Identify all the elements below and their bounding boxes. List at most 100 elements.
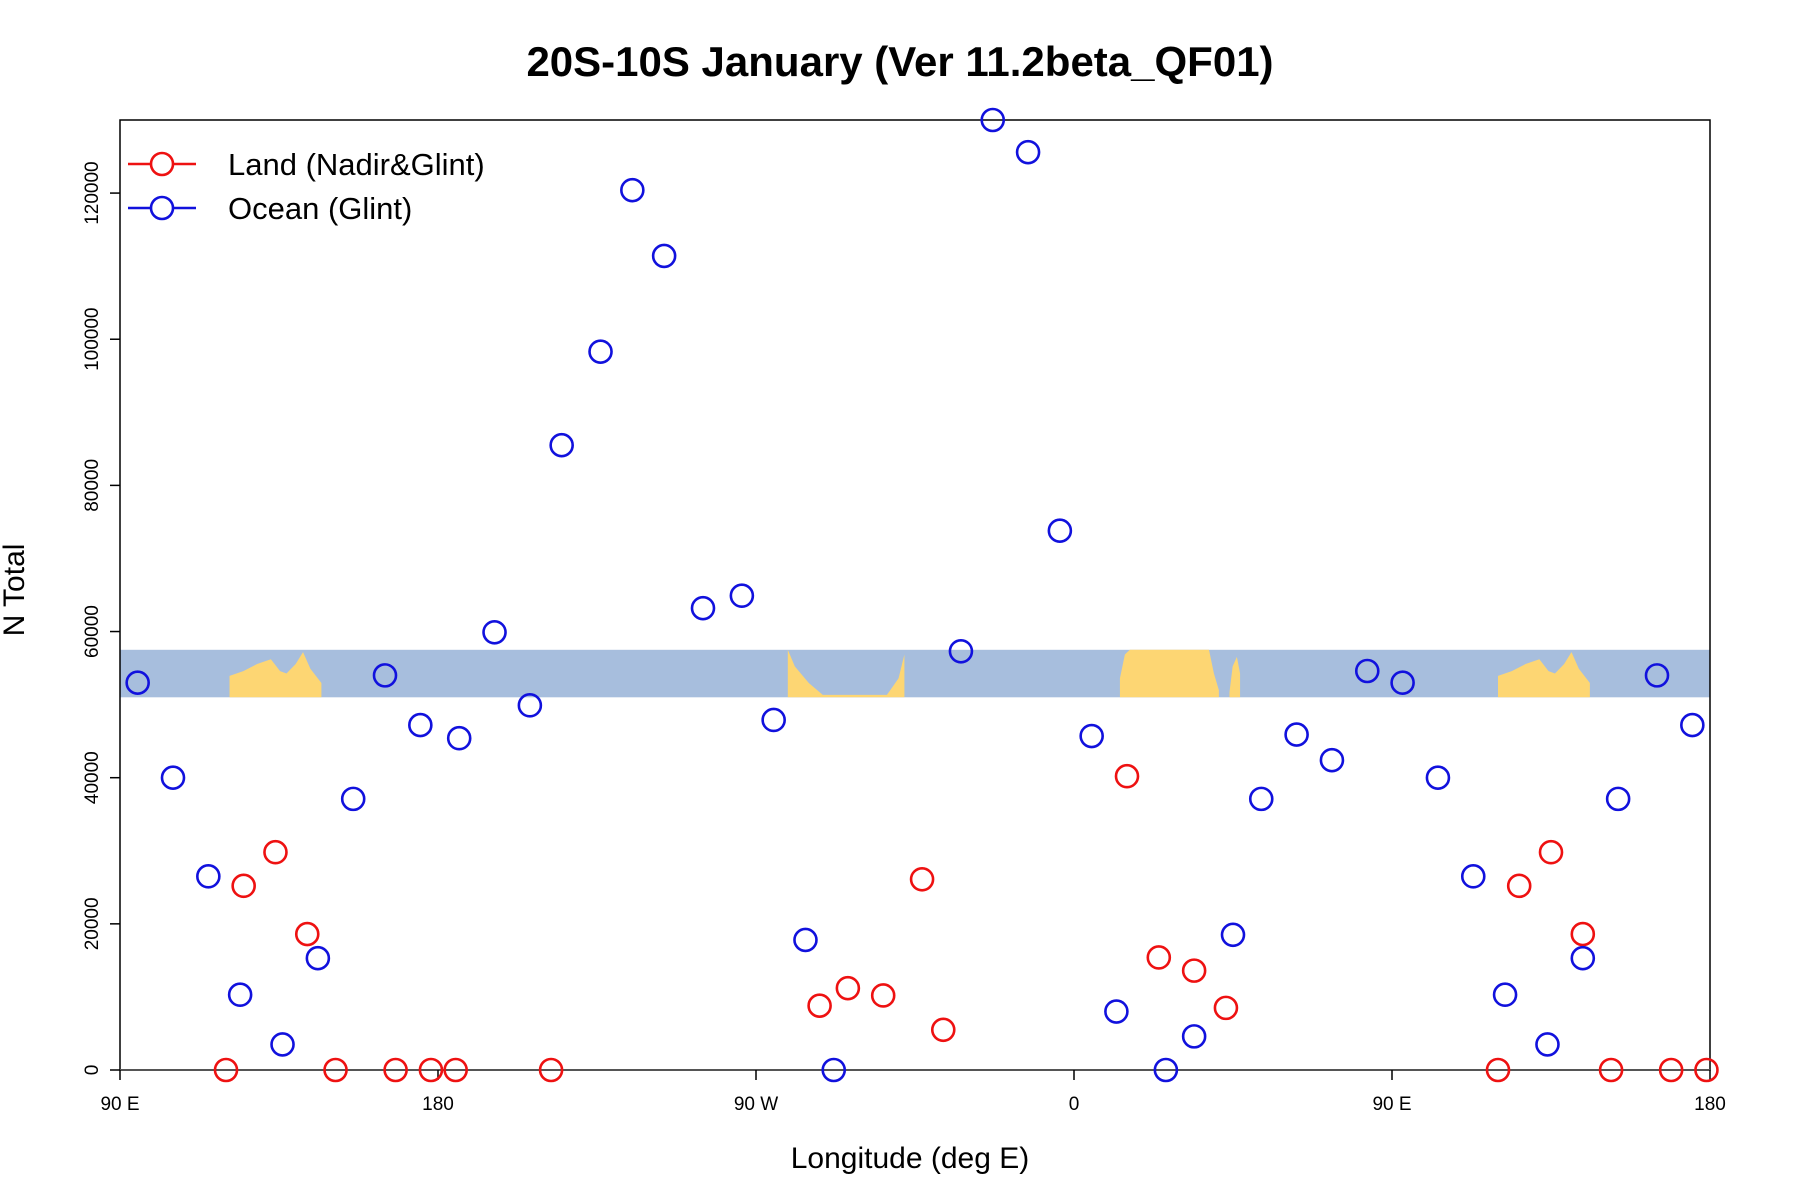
- land-shape: [787, 649, 905, 698]
- land-shape: [1498, 652, 1590, 698]
- land-point: [538, 1057, 564, 1083]
- land-point: [443, 1057, 468, 1083]
- land-point: [909, 866, 935, 892]
- ocean-point: [1153, 1057, 1179, 1083]
- ocean-point: [1570, 945, 1596, 971]
- ocean-point: [793, 927, 818, 953]
- land-shape: [1229, 656, 1241, 698]
- land-point: [1146, 945, 1172, 970]
- ocean-point: [1220, 922, 1246, 948]
- x-tick-label: 180: [1694, 1094, 1726, 1115]
- ocean-point: [948, 638, 974, 664]
- y-tick-label: 80000: [82, 459, 103, 512]
- y-axis: 0 20000 40000 60000 80000 100000 120000: [82, 161, 120, 1075]
- land-shape: [1119, 649, 1219, 698]
- ocean-point: [1390, 670, 1415, 695]
- ocean-point: [227, 982, 253, 1008]
- plot-frame: [119, 119, 1711, 1071]
- land-point: [1485, 1057, 1511, 1083]
- ocean-point: [588, 339, 613, 364]
- land-point: [1506, 873, 1532, 899]
- y-tick-label: 60000: [82, 605, 103, 658]
- ocean-point: [482, 619, 507, 645]
- ocean-point: [1460, 864, 1486, 889]
- y-tick-label: 40000: [82, 751, 103, 804]
- ocean-point: [1284, 722, 1309, 747]
- y-tick-label: 0: [82, 1065, 103, 1076]
- y-axis-label: N Total: [0, 544, 31, 637]
- ocean-point: [1319, 747, 1345, 773]
- ocean-point: [1248, 786, 1274, 812]
- land-point: [263, 839, 288, 865]
- ocean-point: [1104, 999, 1129, 1024]
- x-tick-label: 180: [422, 1094, 454, 1115]
- ocean-point: [1680, 712, 1705, 738]
- y-tick-label: 20000: [82, 897, 103, 950]
- ocean-point: [1047, 518, 1073, 543]
- land-point: [835, 975, 861, 1001]
- land-point: [1213, 995, 1239, 1021]
- ocean-point: [1425, 765, 1451, 790]
- y-tick-label: 100000: [82, 308, 103, 371]
- land-point: [323, 1057, 348, 1083]
- legend-label: Ocean (Glint): [228, 191, 412, 226]
- ocean-point: [620, 177, 645, 203]
- ocean-point: [821, 1057, 847, 1083]
- ocean-point: [980, 107, 1006, 133]
- ocean-point: [446, 725, 472, 751]
- ocean-point: [651, 243, 677, 269]
- x-axis: 90 E 180 90 W 0 90 E 180: [100, 1070, 1726, 1115]
- legend-marker: [149, 151, 175, 177]
- x-tick-label: 90 W: [734, 1094, 778, 1115]
- land-point: [807, 993, 832, 1018]
- ocean-point: [1644, 663, 1670, 688]
- land-point: [231, 873, 256, 899]
- x-tick-label: 90 E: [100, 1094, 139, 1115]
- ocean-point: [196, 864, 221, 889]
- land-point: [213, 1057, 239, 1083]
- ocean-point: [729, 583, 755, 609]
- legend-marker: [149, 195, 175, 221]
- land-shape: [229, 652, 322, 698]
- chart-title: 20S-10S January (Ver 11.2beta_QF01): [526, 38, 1273, 85]
- data-points: [125, 107, 1719, 1083]
- ocean-point: [1605, 786, 1631, 812]
- ocean-point: [1354, 658, 1380, 684]
- ocean-point: [1079, 723, 1104, 749]
- land-point: [1598, 1057, 1624, 1083]
- land-point: [1570, 921, 1596, 947]
- ocean-point: [125, 670, 150, 695]
- ocean-point: [160, 765, 186, 790]
- land-point: [418, 1057, 444, 1083]
- ocean-point: [517, 693, 543, 718]
- ocean-point: [1181, 1024, 1207, 1049]
- land-point: [930, 1017, 956, 1043]
- land-point: [1538, 839, 1564, 865]
- land-point: [1694, 1057, 1719, 1083]
- ocean-point: [270, 1032, 295, 1057]
- ocean-point: [372, 663, 398, 688]
- land-point: [294, 921, 320, 947]
- ocean-point: [408, 712, 433, 738]
- land-point: [1658, 1057, 1684, 1083]
- land-point: [383, 1057, 408, 1083]
- land-point: [870, 983, 896, 1008]
- ocean-point: [1015, 139, 1041, 165]
- x-tick-label: 0: [1069, 1094, 1080, 1115]
- map-strip: [120, 649, 1710, 698]
- legend: Land (Nadir&Glint) Ocean (Glint): [128, 147, 485, 226]
- ocean-point: [761, 707, 786, 733]
- ocean-point: [690, 595, 716, 621]
- x-tick-label: 90 E: [1372, 1094, 1411, 1115]
- ocean-point: [1535, 1032, 1560, 1057]
- ocean-point: [549, 432, 574, 458]
- land-point: [1181, 958, 1207, 983]
- ocean-band: [120, 649, 1710, 698]
- ocean-point: [340, 786, 366, 812]
- legend-label: Land (Nadir&Glint): [228, 147, 485, 182]
- land-point: [1114, 763, 1140, 789]
- ocean-point: [305, 945, 331, 971]
- ocean-point: [1492, 982, 1518, 1008]
- x-axis-label: Longitude (deg E): [791, 1142, 1030, 1175]
